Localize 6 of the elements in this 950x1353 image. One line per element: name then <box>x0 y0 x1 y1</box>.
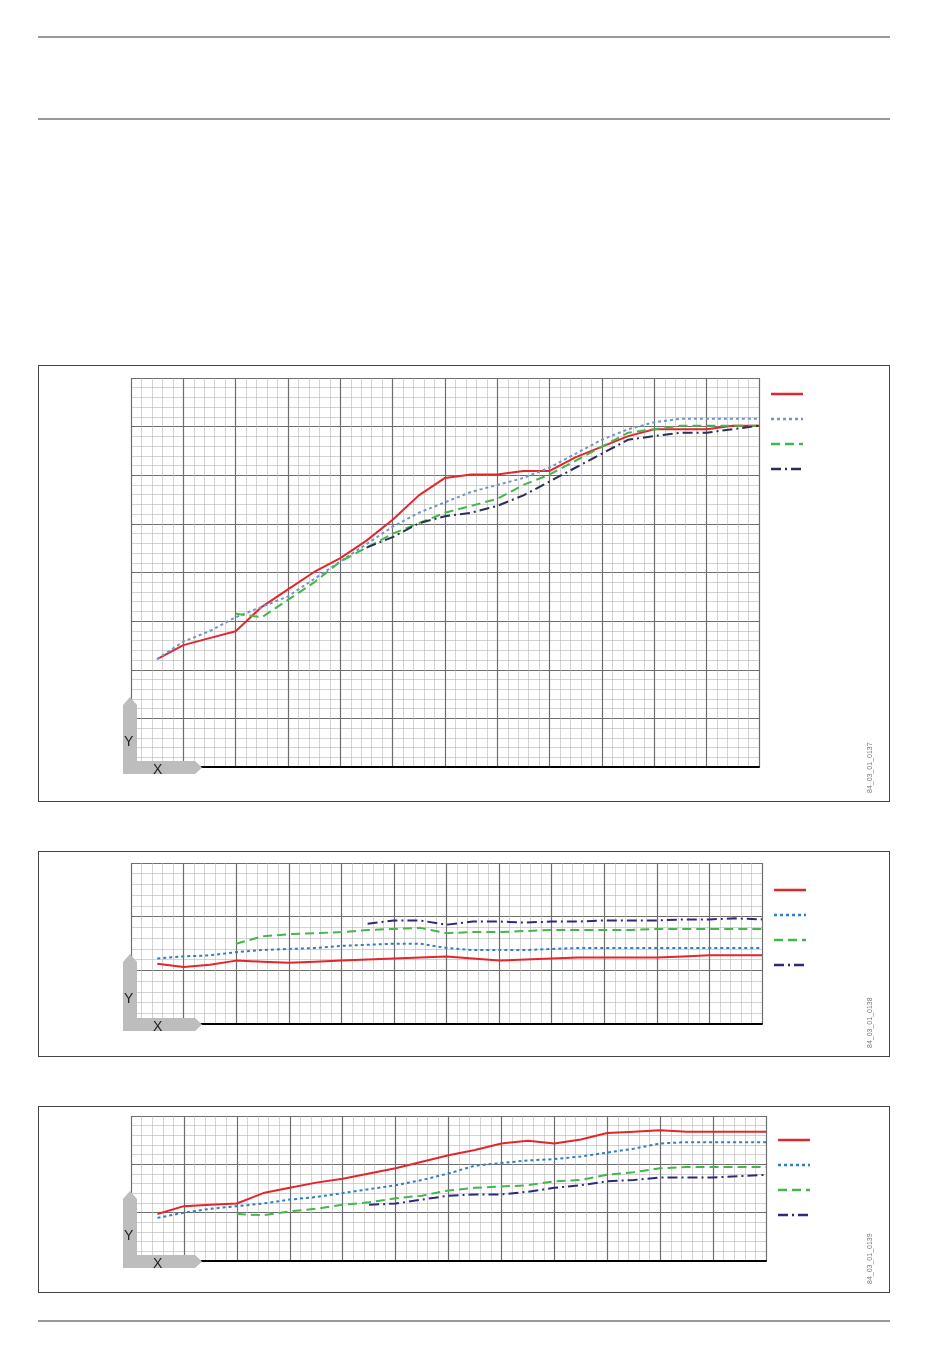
y-axis-title: Y <box>124 733 134 749</box>
y-axis-title: Y <box>124 990 134 1006</box>
x-axis-title: X <box>153 1018 163 1034</box>
x-axis-title: X <box>153 761 163 777</box>
x-axis-title: X <box>153 1255 163 1271</box>
y-axis-title: Y <box>124 1227 134 1243</box>
